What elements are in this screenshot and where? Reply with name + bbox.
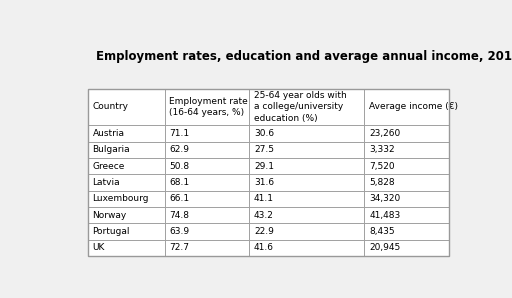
Bar <box>365 158 449 174</box>
Text: Employment rate
(16-64 years, %): Employment rate (16-64 years, %) <box>169 97 248 117</box>
Text: 34,320: 34,320 <box>369 194 400 203</box>
Text: 74.8: 74.8 <box>169 211 189 220</box>
Bar <box>88 125 165 142</box>
Text: 50.8: 50.8 <box>169 162 189 171</box>
Bar <box>365 207 449 224</box>
Bar <box>165 125 249 142</box>
Bar <box>88 191 165 207</box>
Text: 23,260: 23,260 <box>369 129 400 138</box>
Text: Luxembourg: Luxembourg <box>93 194 149 203</box>
Text: 30.6: 30.6 <box>254 129 274 138</box>
Text: Norway: Norway <box>93 211 127 220</box>
Bar <box>88 240 165 256</box>
Text: 8,435: 8,435 <box>369 227 395 236</box>
Bar <box>165 158 249 174</box>
Text: Bulgaria: Bulgaria <box>93 145 130 154</box>
Text: 3,332: 3,332 <box>369 145 395 154</box>
Bar <box>88 174 165 191</box>
Bar <box>88 207 165 224</box>
Bar <box>365 224 449 240</box>
Bar <box>365 142 449 158</box>
Bar <box>249 191 365 207</box>
Text: 22.9: 22.9 <box>254 227 274 236</box>
Bar <box>165 174 249 191</box>
Text: 41.1: 41.1 <box>254 194 274 203</box>
Text: 66.1: 66.1 <box>169 194 189 203</box>
Bar <box>165 142 249 158</box>
Bar <box>365 240 449 256</box>
Bar <box>249 125 365 142</box>
Text: 7,520: 7,520 <box>369 162 395 171</box>
Bar <box>365 191 449 207</box>
Bar <box>365 125 449 142</box>
Bar <box>88 224 165 240</box>
Text: 43.2: 43.2 <box>254 211 274 220</box>
Text: 63.9: 63.9 <box>169 227 189 236</box>
Bar <box>249 207 365 224</box>
Bar <box>165 191 249 207</box>
Text: 31.6: 31.6 <box>254 178 274 187</box>
Bar <box>165 240 249 256</box>
Bar <box>365 174 449 191</box>
Bar <box>249 224 365 240</box>
Text: Average income (€): Average income (€) <box>369 103 458 111</box>
Bar <box>88 142 165 158</box>
Text: Portugal: Portugal <box>93 227 130 236</box>
Text: 41,483: 41,483 <box>369 211 400 220</box>
Text: UK: UK <box>93 243 105 252</box>
Text: 68.1: 68.1 <box>169 178 189 187</box>
Text: 27.5: 27.5 <box>254 145 274 154</box>
Text: 25-64 year olds with
a college/university
education (%): 25-64 year olds with a college/universit… <box>254 91 347 122</box>
Bar <box>249 89 365 125</box>
Bar <box>249 174 365 191</box>
Text: 41.6: 41.6 <box>254 243 274 252</box>
Text: Austria: Austria <box>93 129 124 138</box>
Bar <box>365 89 449 125</box>
Bar <box>249 158 365 174</box>
Bar <box>88 89 165 125</box>
Text: 71.1: 71.1 <box>169 129 189 138</box>
Bar <box>88 158 165 174</box>
Text: Latvia: Latvia <box>93 178 120 187</box>
Bar <box>165 89 249 125</box>
Text: 5,828: 5,828 <box>369 178 395 187</box>
Bar <box>165 207 249 224</box>
Bar <box>249 142 365 158</box>
Bar <box>88 89 449 256</box>
Bar <box>249 240 365 256</box>
Text: Country: Country <box>93 103 129 111</box>
Text: Greece: Greece <box>93 162 125 171</box>
Text: 29.1: 29.1 <box>254 162 274 171</box>
Text: 72.7: 72.7 <box>169 243 189 252</box>
Bar <box>165 224 249 240</box>
Text: Employment rates, education and average annual income, 2015: Employment rates, education and average … <box>96 49 512 63</box>
Text: 62.9: 62.9 <box>169 145 189 154</box>
Text: 20,945: 20,945 <box>369 243 400 252</box>
